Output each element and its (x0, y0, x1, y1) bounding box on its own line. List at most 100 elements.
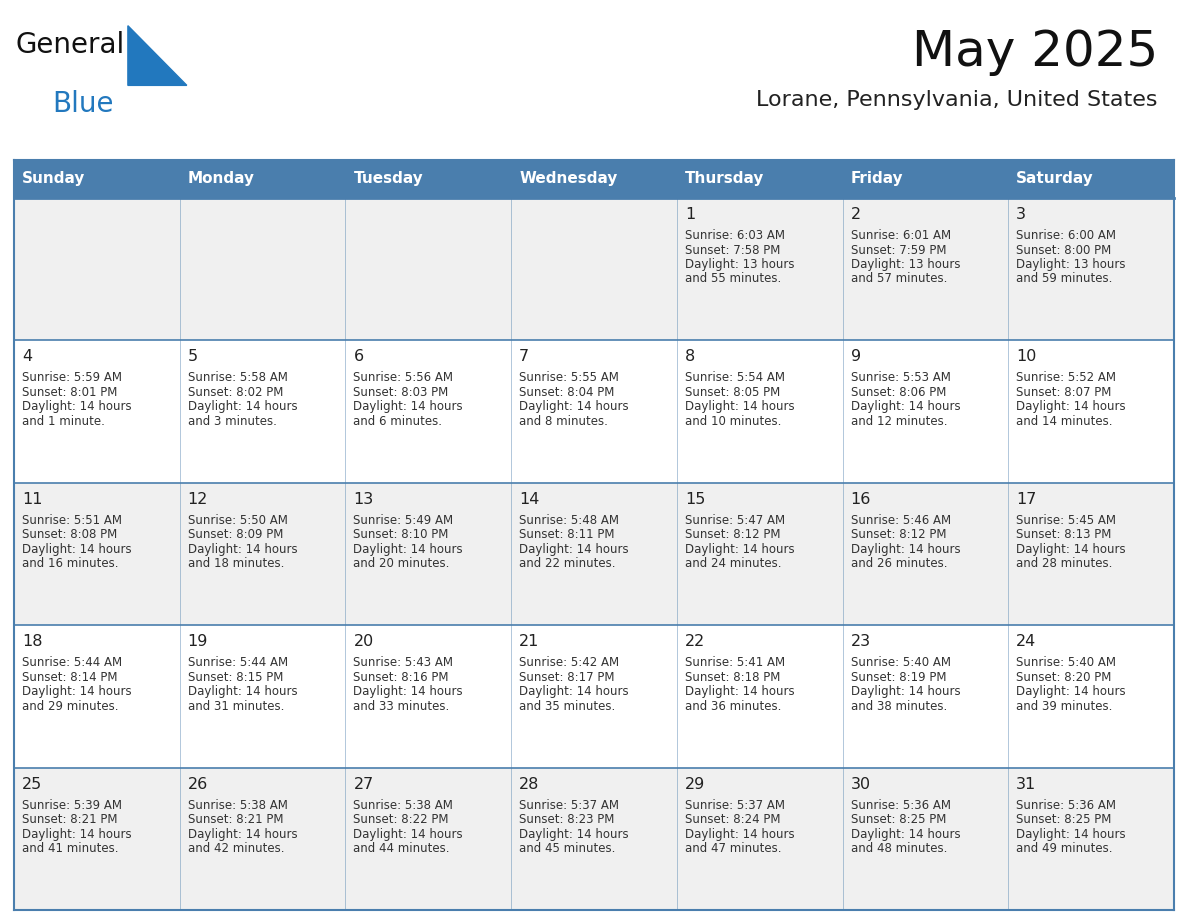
Text: Sunset: 8:20 PM: Sunset: 8:20 PM (1016, 671, 1112, 684)
Bar (14, 767, 1174, 910)
Text: Sunrise: 5:45 AM: Sunrise: 5:45 AM (1016, 514, 1117, 527)
Text: and 42 minutes.: and 42 minutes. (188, 842, 284, 855)
Text: Sunrise: 5:44 AM: Sunrise: 5:44 AM (23, 656, 122, 669)
Text: Sunset: 8:04 PM: Sunset: 8:04 PM (519, 386, 614, 399)
Text: and 38 minutes.: and 38 minutes. (851, 700, 947, 712)
Text: 7: 7 (519, 350, 530, 364)
Text: Sunset: 8:00 PM: Sunset: 8:00 PM (1016, 243, 1112, 256)
Text: and 22 minutes.: and 22 minutes. (519, 557, 615, 570)
Text: Sunset: 8:10 PM: Sunset: 8:10 PM (353, 528, 449, 542)
Text: Daylight: 14 hours: Daylight: 14 hours (23, 543, 132, 555)
Text: Sunset: 8:09 PM: Sunset: 8:09 PM (188, 528, 283, 542)
Bar (677, 160, 842, 198)
Text: 18: 18 (23, 634, 43, 649)
Text: Sunset: 8:12 PM: Sunset: 8:12 PM (851, 528, 946, 542)
Text: Sunset: 8:24 PM: Sunset: 8:24 PM (684, 813, 781, 826)
Text: and 49 minutes.: and 49 minutes. (1016, 842, 1113, 855)
Text: Sunset: 8:07 PM: Sunset: 8:07 PM (1016, 386, 1112, 399)
Text: and 33 minutes.: and 33 minutes. (353, 700, 450, 712)
Text: Sunrise: 5:36 AM: Sunrise: 5:36 AM (851, 799, 950, 812)
Text: Sunrise: 6:00 AM: Sunrise: 6:00 AM (1016, 229, 1117, 242)
Text: Daylight: 14 hours: Daylight: 14 hours (23, 400, 132, 413)
Text: Sunrise: 5:44 AM: Sunrise: 5:44 AM (188, 656, 287, 669)
Text: Sunset: 8:05 PM: Sunset: 8:05 PM (684, 386, 781, 399)
Text: Daylight: 14 hours: Daylight: 14 hours (851, 685, 960, 699)
Text: Daylight: 14 hours: Daylight: 14 hours (684, 400, 795, 413)
Text: Sunset: 8:22 PM: Sunset: 8:22 PM (353, 813, 449, 826)
Text: Daylight: 13 hours: Daylight: 13 hours (851, 258, 960, 271)
Text: Daylight: 14 hours: Daylight: 14 hours (188, 828, 297, 841)
Text: Friday: Friday (851, 172, 903, 186)
Text: Daylight: 13 hours: Daylight: 13 hours (1016, 258, 1126, 271)
Bar (14, 198, 1174, 341)
Text: Sunrise: 5:53 AM: Sunrise: 5:53 AM (851, 372, 950, 385)
Text: Daylight: 13 hours: Daylight: 13 hours (684, 258, 795, 271)
Text: and 6 minutes.: and 6 minutes. (353, 415, 442, 428)
Text: Tuesday: Tuesday (353, 172, 423, 186)
Text: Sunset: 8:03 PM: Sunset: 8:03 PM (353, 386, 449, 399)
Text: and 36 minutes.: and 36 minutes. (684, 700, 782, 712)
Text: Sunrise: 5:43 AM: Sunrise: 5:43 AM (353, 656, 454, 669)
Text: Sunset: 8:25 PM: Sunset: 8:25 PM (851, 813, 946, 826)
Bar (179, 160, 346, 198)
Text: and 39 minutes.: and 39 minutes. (1016, 700, 1113, 712)
Text: and 24 minutes.: and 24 minutes. (684, 557, 782, 570)
Text: Sunset: 8:02 PM: Sunset: 8:02 PM (188, 386, 283, 399)
Text: Daylight: 14 hours: Daylight: 14 hours (1016, 828, 1126, 841)
Bar (1009, 160, 1174, 198)
Text: Daylight: 14 hours: Daylight: 14 hours (519, 400, 628, 413)
Text: Sunrise: 5:38 AM: Sunrise: 5:38 AM (353, 799, 454, 812)
Text: Daylight: 14 hours: Daylight: 14 hours (188, 400, 297, 413)
Text: Daylight: 14 hours: Daylight: 14 hours (1016, 685, 1126, 699)
Text: Daylight: 14 hours: Daylight: 14 hours (1016, 543, 1126, 555)
Text: Sunset: 8:21 PM: Sunset: 8:21 PM (23, 813, 118, 826)
Text: Daylight: 14 hours: Daylight: 14 hours (851, 543, 960, 555)
Text: Daylight: 14 hours: Daylight: 14 hours (188, 685, 297, 699)
Text: 13: 13 (353, 492, 374, 507)
Polygon shape (128, 26, 187, 85)
Text: Daylight: 14 hours: Daylight: 14 hours (188, 543, 297, 555)
Text: Sunset: 8:21 PM: Sunset: 8:21 PM (188, 813, 283, 826)
Text: 14: 14 (519, 492, 539, 507)
Text: Sunrise: 5:47 AM: Sunrise: 5:47 AM (684, 514, 785, 527)
Bar (346, 160, 511, 198)
Text: Monday: Monday (188, 172, 254, 186)
Text: and 59 minutes.: and 59 minutes. (1016, 273, 1113, 285)
Text: Sunrise: 5:49 AM: Sunrise: 5:49 AM (353, 514, 454, 527)
Text: Sunrise: 5:41 AM: Sunrise: 5:41 AM (684, 656, 785, 669)
Text: and 45 minutes.: and 45 minutes. (519, 842, 615, 855)
Text: and 20 minutes.: and 20 minutes. (353, 557, 450, 570)
Text: Sunset: 8:16 PM: Sunset: 8:16 PM (353, 671, 449, 684)
Text: General: General (15, 31, 125, 59)
Text: and 44 minutes.: and 44 minutes. (353, 842, 450, 855)
Text: Daylight: 14 hours: Daylight: 14 hours (519, 685, 628, 699)
Text: Sunset: 8:23 PM: Sunset: 8:23 PM (519, 813, 614, 826)
Text: 28: 28 (519, 777, 539, 791)
Text: Sunrise: 5:52 AM: Sunrise: 5:52 AM (1016, 372, 1117, 385)
Bar (842, 160, 1009, 198)
Text: Daylight: 14 hours: Daylight: 14 hours (851, 828, 960, 841)
Text: Sunset: 8:15 PM: Sunset: 8:15 PM (188, 671, 283, 684)
Text: Sunrise: 5:37 AM: Sunrise: 5:37 AM (519, 799, 619, 812)
Text: Daylight: 14 hours: Daylight: 14 hours (851, 400, 960, 413)
Text: and 55 minutes.: and 55 minutes. (684, 273, 781, 285)
Text: and 26 minutes.: and 26 minutes. (851, 557, 947, 570)
Text: 16: 16 (851, 492, 871, 507)
Text: 22: 22 (684, 634, 706, 649)
Text: Daylight: 14 hours: Daylight: 14 hours (519, 828, 628, 841)
Text: Daylight: 14 hours: Daylight: 14 hours (353, 685, 463, 699)
Text: Daylight: 14 hours: Daylight: 14 hours (353, 543, 463, 555)
Text: and 41 minutes.: and 41 minutes. (23, 842, 119, 855)
Text: 23: 23 (851, 634, 871, 649)
Text: 6: 6 (353, 350, 364, 364)
Text: May 2025: May 2025 (911, 28, 1158, 76)
Text: Sunset: 8:08 PM: Sunset: 8:08 PM (23, 528, 118, 542)
Text: and 16 minutes.: and 16 minutes. (23, 557, 119, 570)
Text: and 18 minutes.: and 18 minutes. (188, 557, 284, 570)
Text: 11: 11 (23, 492, 43, 507)
Text: and 3 minutes.: and 3 minutes. (188, 415, 277, 428)
Text: and 12 minutes.: and 12 minutes. (851, 415, 947, 428)
Text: Daylight: 14 hours: Daylight: 14 hours (684, 685, 795, 699)
Text: Blue: Blue (52, 90, 114, 118)
Text: 29: 29 (684, 777, 706, 791)
